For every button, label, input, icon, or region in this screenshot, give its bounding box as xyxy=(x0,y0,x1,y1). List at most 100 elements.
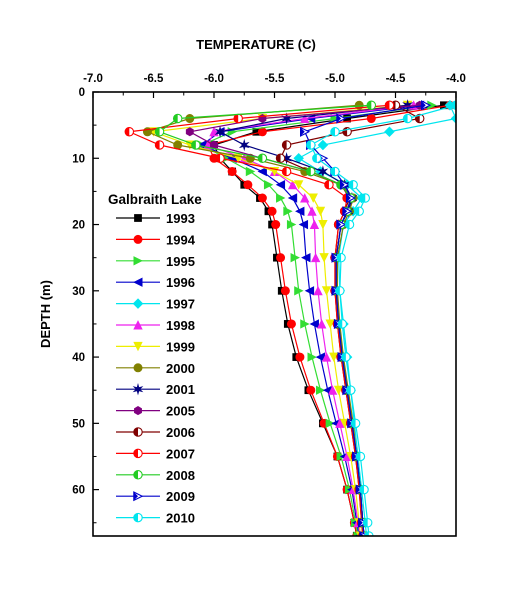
axis-ticks: -7.0 -6.5 -6.0 -5.5 -5.0 -4.5 -4.0 0 10 20 30 40 50 6… xyxy=(72,73,466,524)
y-tick-label: 20 xyxy=(72,220,85,232)
x-tick-label: -7.0 xyxy=(83,73,103,85)
data-point-marker xyxy=(294,286,304,296)
data-point-marker xyxy=(342,206,353,217)
data-point-marker xyxy=(313,285,323,296)
x-tick-label: -4.0 xyxy=(446,73,466,85)
legend-entry: 1997 xyxy=(116,297,195,312)
data-point-marker xyxy=(233,113,243,124)
data-point-marker xyxy=(281,166,292,177)
data-point-marker xyxy=(354,206,364,217)
data-point-marker xyxy=(124,127,135,137)
data-point-marker xyxy=(133,491,144,502)
data-point-marker xyxy=(132,298,144,309)
data-point-marker xyxy=(306,166,316,177)
data-point-marker xyxy=(335,286,345,296)
data-point-marker xyxy=(362,517,373,528)
legend-label: 2005 xyxy=(166,404,195,419)
data-point-marker xyxy=(154,127,165,137)
data-point-marker xyxy=(257,166,267,177)
data-point-marker xyxy=(133,512,143,523)
legend-entry: 1993 xyxy=(116,211,195,226)
legend-title: Galbraith Lake xyxy=(108,192,202,207)
y-tick-label: 40 xyxy=(72,352,85,364)
data-point-marker xyxy=(275,180,286,190)
y-tick-label: 60 xyxy=(72,485,85,497)
legend-entry: 1999 xyxy=(116,339,195,354)
data-point-marker xyxy=(227,167,237,177)
legend-label: 1995 xyxy=(166,254,195,269)
data-point-marker xyxy=(315,385,326,395)
data-point-marker xyxy=(133,470,143,480)
data-point-marker xyxy=(337,319,348,329)
data-point-marker xyxy=(308,193,318,203)
data-point-marker xyxy=(295,206,305,216)
data-point-marker xyxy=(312,153,322,164)
data-point-marker xyxy=(317,139,329,151)
legend-label: 1999 xyxy=(166,339,195,354)
data-point-marker xyxy=(335,418,345,428)
data-point-marker xyxy=(300,193,310,203)
legend-label: 2009 xyxy=(166,489,195,504)
data-point-marker xyxy=(283,206,293,216)
data-point-marker xyxy=(133,277,143,287)
data-point-marker xyxy=(330,166,340,177)
legend-label: 2010 xyxy=(166,511,195,526)
data-point-marker xyxy=(301,252,311,263)
data-point-marker xyxy=(345,385,356,395)
data-point-marker xyxy=(300,113,310,124)
data-point-marker xyxy=(214,125,226,138)
data-point-marker xyxy=(402,99,413,112)
data-point-marker xyxy=(336,252,346,263)
data-point-marker xyxy=(307,352,317,362)
data-point-marker xyxy=(318,220,328,230)
data-point-marker xyxy=(359,484,369,495)
y-tick-label: 10 xyxy=(72,153,85,165)
data-point-marker xyxy=(294,180,304,190)
legend-entry: 1994 xyxy=(116,232,196,247)
data-point-marker xyxy=(287,179,298,190)
data-point-marker xyxy=(384,126,395,138)
x-axis-title: TEMPERATURE (C) xyxy=(196,37,316,52)
data-point-marker xyxy=(317,319,327,329)
data-point-marker xyxy=(384,100,395,111)
data-point-marker xyxy=(133,363,143,373)
legend-entry: 2009 xyxy=(116,489,195,504)
data-point-marker xyxy=(172,113,183,124)
data-point-marker xyxy=(414,113,425,124)
legend-entry: 2001 xyxy=(116,382,195,397)
data-point-marker xyxy=(315,206,326,217)
y-axis-title: DEPTH (m) xyxy=(38,280,53,348)
data-point-marker xyxy=(348,180,358,190)
data-point-marker xyxy=(333,385,344,396)
data-point-marker xyxy=(345,192,357,204)
legend-entry: 1996 xyxy=(116,275,195,290)
legend-label: 1996 xyxy=(166,275,195,290)
data-point-marker xyxy=(133,256,143,266)
data-point-marker xyxy=(257,153,268,164)
data-point-marker xyxy=(420,100,432,111)
legend-label: 2008 xyxy=(166,468,195,483)
data-point-marker xyxy=(360,193,370,203)
data-point-marker xyxy=(134,214,142,222)
data-point-marker xyxy=(185,127,194,137)
data-point-marker xyxy=(309,319,319,329)
legend-entry: 2007 xyxy=(116,446,195,461)
data-point-marker xyxy=(307,206,317,216)
x-tick-label: -6.5 xyxy=(144,73,164,85)
y-tick-label: 30 xyxy=(72,286,85,298)
data-point-marker xyxy=(325,418,336,429)
data-point-marker xyxy=(304,286,315,296)
data-point-marker xyxy=(298,219,309,230)
series-2010 xyxy=(306,100,456,536)
data-point-marker xyxy=(306,140,316,150)
legend: Galbraith Lake 1993 1994 1995 1996 1997 1998 1… xyxy=(108,192,202,526)
legend-label: 2006 xyxy=(166,425,195,440)
data-point-marker xyxy=(309,219,320,230)
data-point-marker xyxy=(321,352,332,362)
data-point-marker xyxy=(263,180,274,190)
x-tick-label: -5.5 xyxy=(265,73,285,85)
legend-entry: 2000 xyxy=(116,361,195,376)
legend-label: 1994 xyxy=(166,232,196,247)
data-point-marker xyxy=(329,352,339,362)
